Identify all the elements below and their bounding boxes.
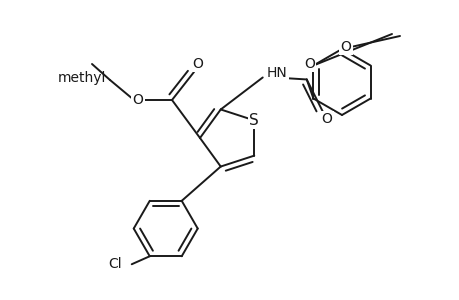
Text: O: O [132,93,143,107]
Text: O: O [340,40,351,54]
Text: O: O [303,56,314,70]
Text: O: O [320,112,331,127]
Text: HN: HN [266,67,287,80]
Text: methyl: methyl [57,71,106,85]
Text: Cl: Cl [108,257,122,271]
Text: S: S [249,113,258,128]
Text: O: O [192,57,203,71]
